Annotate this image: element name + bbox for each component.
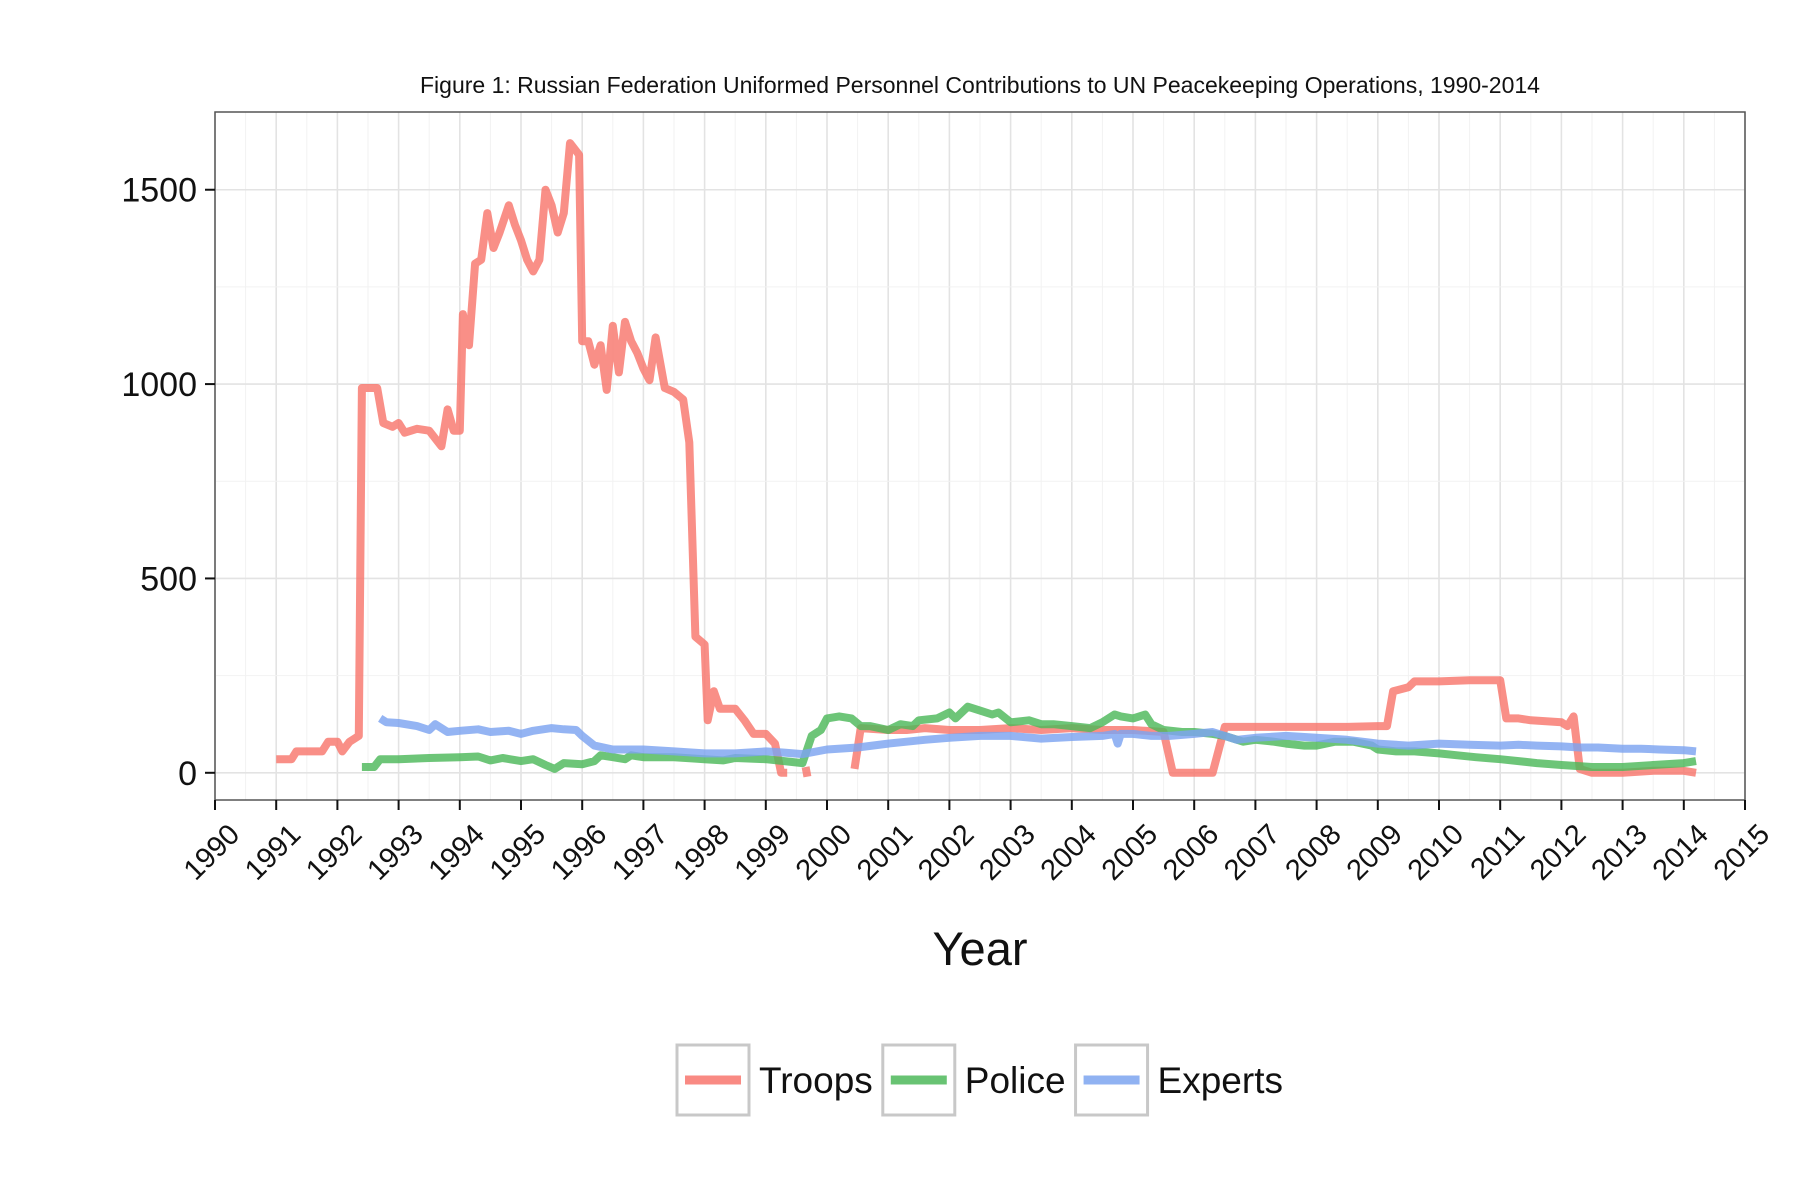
grid — [214, 112, 1746, 800]
series-police — [361, 702, 1697, 773]
x-tick-label: 2002 — [912, 818, 980, 886]
y-tick-label: 0 — [178, 755, 197, 793]
series-line-police — [361, 702, 1697, 773]
series-line-troops — [276, 139, 788, 777]
series-line-experts — [378, 715, 1697, 759]
legend-item-troops: Troops — [675, 1043, 873, 1117]
x-tick-label: 2015 — [1708, 818, 1776, 886]
x-tick-label: 2014 — [1647, 818, 1715, 886]
x-tick-label: 1990 — [178, 818, 246, 886]
legend-item-experts: Experts — [1074, 1043, 1283, 1117]
series-layer — [276, 139, 1697, 778]
x-tick-label: 2006 — [1157, 818, 1225, 886]
x-tick-label: 1993 — [361, 818, 429, 886]
legend-label: Experts — [1158, 1060, 1283, 1101]
series-line-troops — [850, 676, 1697, 777]
series-troops — [276, 139, 1697, 778]
series-experts — [378, 715, 1697, 759]
x-tick-label: 2010 — [1402, 818, 1470, 886]
chart-title: Figure 1: Russian Federation Uniformed P… — [420, 72, 1540, 98]
x-tick-label: 1992 — [300, 818, 368, 886]
legend-label: Troops — [759, 1060, 873, 1101]
legend: Troops Police Experts — [675, 1043, 1283, 1117]
x-tick-label: 1998 — [667, 818, 735, 886]
x-tick-label: 2004 — [1035, 818, 1103, 886]
y-axis: 0 500 1000 1500 — [121, 172, 215, 793]
y-tick-label: 1000 — [121, 366, 197, 404]
x-tick-label: 2000 — [790, 818, 858, 886]
x-tick-label: 2008 — [1279, 818, 1347, 886]
x-tick-label: 2009 — [1341, 818, 1409, 886]
x-axis-label: Year — [933, 922, 1028, 975]
x-tick-label: 1995 — [484, 818, 552, 886]
legend-item-police: Police — [881, 1043, 1066, 1117]
y-tick-label: 500 — [140, 560, 197, 598]
legend-label: Police — [965, 1060, 1066, 1101]
x-tick-label: 2011 — [1465, 818, 1532, 885]
x-tick-label: 2001 — [851, 818, 919, 886]
x-tick-label: 1991 — [239, 818, 307, 886]
x-tick-label: 2013 — [1585, 818, 1653, 886]
plot-border — [214, 111, 1746, 801]
x-tick-label: 2003 — [973, 818, 1041, 886]
x-tick-label: 1999 — [729, 818, 797, 886]
x-tick-label: 2012 — [1524, 818, 1592, 886]
x-tick-label: 2005 — [1096, 818, 1164, 886]
x-tick-label: 1997 — [606, 818, 674, 886]
y-tick-label: 1500 — [121, 172, 197, 210]
x-tick-label: 1996 — [545, 818, 613, 886]
x-tick-label: 1994 — [423, 818, 491, 886]
series-line-troops — [801, 766, 812, 778]
x-axis: 1990199119921993199419951996199719981999… — [178, 800, 1776, 887]
x-tick-label: 2007 — [1218, 818, 1286, 886]
